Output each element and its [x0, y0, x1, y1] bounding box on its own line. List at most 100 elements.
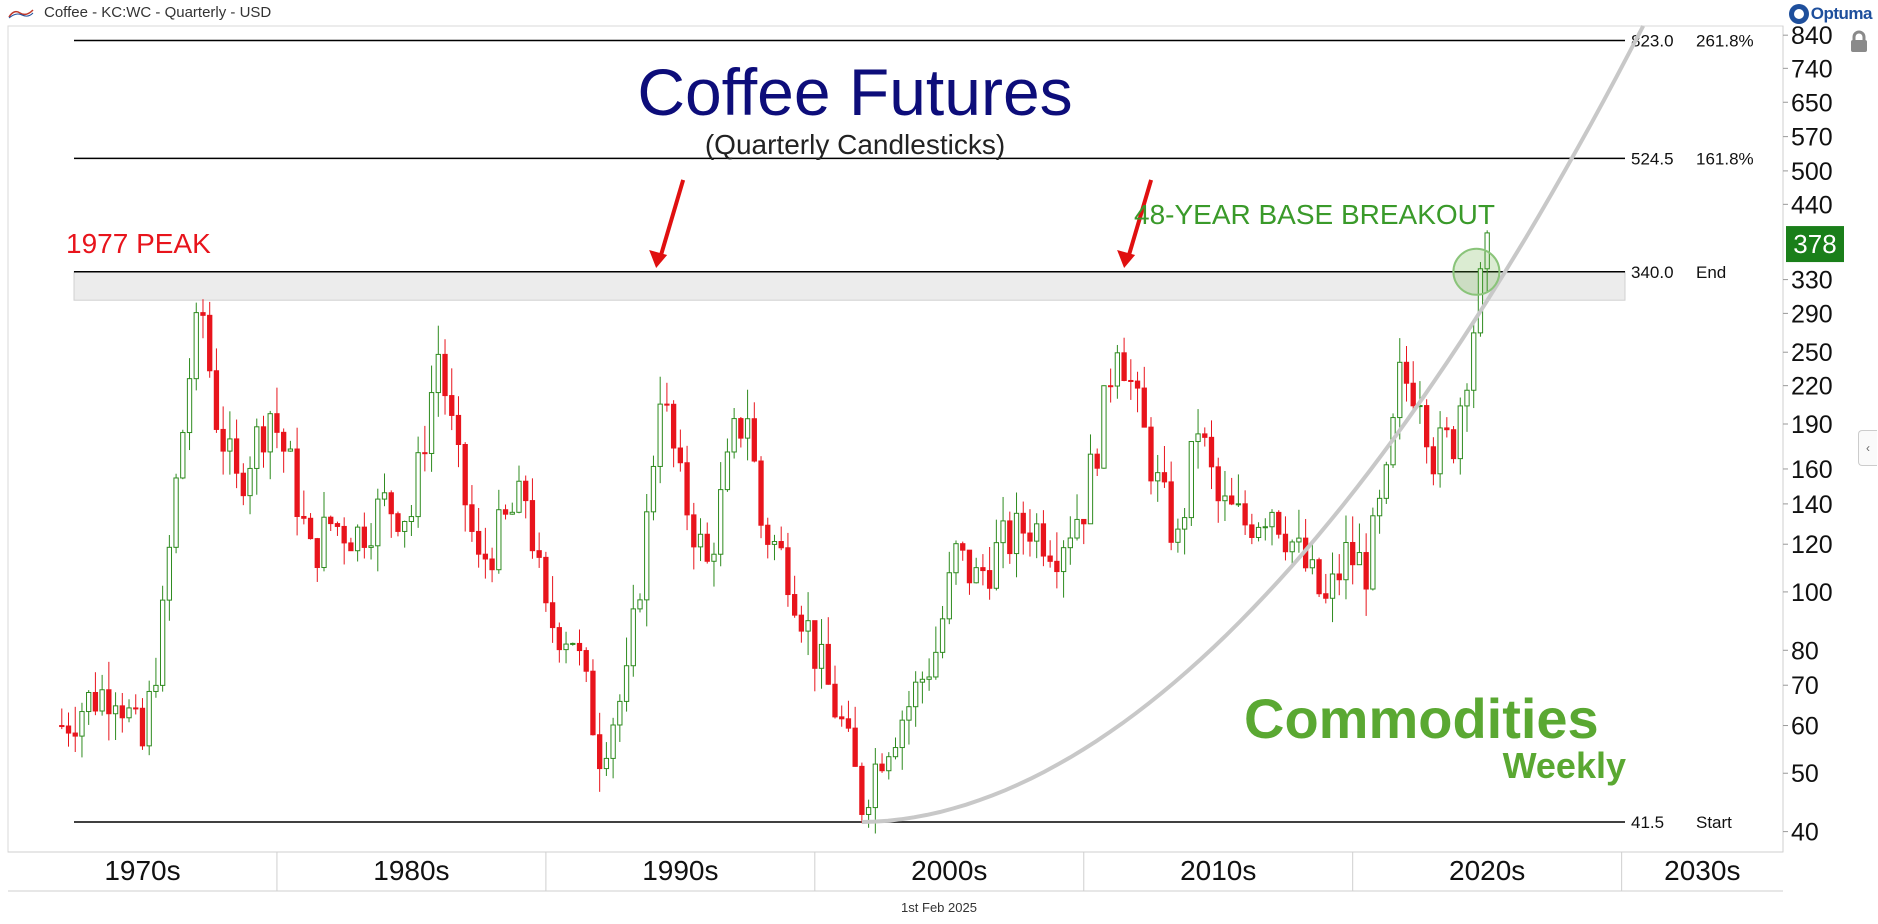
candle-body	[986, 570, 993, 589]
optuma-logo-icon	[1788, 4, 1809, 24]
candle-body	[1363, 552, 1369, 590]
x-decade-label: 2020s	[1449, 855, 1525, 886]
last-price-box	[1786, 226, 1844, 263]
candle-body	[1020, 512, 1026, 534]
candle-body	[879, 763, 885, 772]
candle-body	[92, 691, 99, 712]
candle-body	[1450, 429, 1457, 460]
candle-body	[832, 683, 838, 718]
candle-body	[388, 492, 394, 515]
candle-body	[227, 438, 233, 452]
candle-body	[677, 447, 683, 464]
candle-body	[1242, 503, 1248, 526]
candle-body	[644, 511, 650, 601]
candle-body	[354, 526, 361, 552]
candle-body	[180, 432, 186, 479]
candle-body	[1410, 382, 1416, 407]
chart-date: 1st Feb 2025	[901, 900, 977, 915]
candle-body	[1229, 495, 1235, 505]
candle-body	[583, 650, 589, 672]
candle-body	[1269, 511, 1275, 528]
level-value-3: 41.5	[1631, 813, 1664, 832]
y-tick-label: 70	[1791, 672, 1819, 700]
candle-body	[247, 467, 253, 497]
side-panel-collapse-chevron-icon[interactable]: ‹	[1858, 430, 1877, 466]
candle-body	[771, 541, 778, 545]
candle-body	[112, 705, 119, 715]
candle-body	[186, 378, 193, 434]
candle-body	[139, 707, 146, 747]
candle-body	[1188, 441, 1194, 519]
candle-body	[980, 567, 986, 572]
candle-body	[1060, 547, 1067, 573]
optuma-brand-name: Optuma	[1810, 4, 1873, 23]
y-tick-label: 100	[1791, 579, 1833, 607]
watermark-line2: Weekly	[1503, 745, 1626, 786]
optuma-brand: Optuma	[1788, 3, 1873, 25]
candle-body	[818, 643, 825, 669]
candle-body	[1141, 387, 1147, 428]
candle-body	[153, 684, 159, 692]
candle-body	[529, 500, 536, 552]
lock-icon[interactable]	[1848, 30, 1870, 54]
candle-body	[1074, 518, 1080, 539]
candle-body	[906, 706, 912, 721]
y-tick-label: 60	[1791, 713, 1819, 741]
candle-body	[260, 426, 267, 453]
candle-body	[556, 627, 562, 651]
x-decade-label: 1990s	[642, 855, 718, 886]
candle-body	[670, 403, 677, 449]
candle-body	[1114, 352, 1121, 387]
level-tag-1: 161.8%	[1696, 149, 1754, 168]
candle-body	[892, 747, 899, 758]
candle-body	[1383, 464, 1389, 499]
candle-body	[294, 448, 300, 517]
breakout-annotation: 48-YEAR BASE BREAKOUT	[1134, 199, 1495, 230]
candle-body	[570, 642, 576, 645]
candle-body	[859, 765, 865, 815]
candle-body	[341, 525, 347, 544]
candle-body	[630, 608, 636, 667]
candle-body	[839, 716, 845, 720]
candle-body	[1336, 573, 1342, 581]
candle-body	[1457, 405, 1463, 460]
candle-body	[1376, 497, 1383, 517]
candle-body	[126, 707, 132, 719]
y-tick-label: 250	[1791, 339, 1833, 367]
candle-body	[973, 567, 979, 584]
candle-body	[791, 594, 798, 616]
candle-body	[133, 707, 139, 710]
candle-body	[213, 370, 220, 430]
candle-body	[79, 711, 85, 737]
candle-body	[684, 462, 690, 516]
candle-body	[1430, 446, 1437, 475]
candle-body	[1047, 555, 1053, 562]
candle-body	[1397, 361, 1403, 419]
candle-body	[455, 414, 462, 446]
candle-body	[1034, 523, 1040, 542]
candle-body	[119, 705, 125, 719]
candle-body	[1013, 512, 1020, 555]
chart-header-title: Coffee - KC:WC - Quarterly - USD	[44, 4, 272, 21]
candle-body	[1403, 361, 1410, 384]
candle-body	[475, 530, 482, 555]
candle-body	[220, 428, 226, 452]
candle-body	[1195, 433, 1201, 443]
candle-body	[966, 549, 973, 584]
candle-body	[523, 480, 529, 502]
x-decade-label: 2030s	[1664, 855, 1740, 886]
candle-body	[650, 465, 657, 513]
candle-body	[274, 413, 280, 433]
y-tick-label: 40	[1791, 819, 1819, 847]
candle-body	[590, 670, 596, 736]
candle-body	[637, 599, 643, 610]
candle-body	[1222, 495, 1228, 502]
candle-body	[72, 732, 78, 737]
candle-body	[1168, 481, 1174, 543]
candle-body	[449, 395, 455, 416]
candle-body	[361, 526, 367, 548]
parabolic-arc	[861, 25, 1645, 824]
candle-body	[65, 725, 72, 734]
candle-body	[549, 602, 556, 629]
candle-body	[1094, 453, 1100, 469]
